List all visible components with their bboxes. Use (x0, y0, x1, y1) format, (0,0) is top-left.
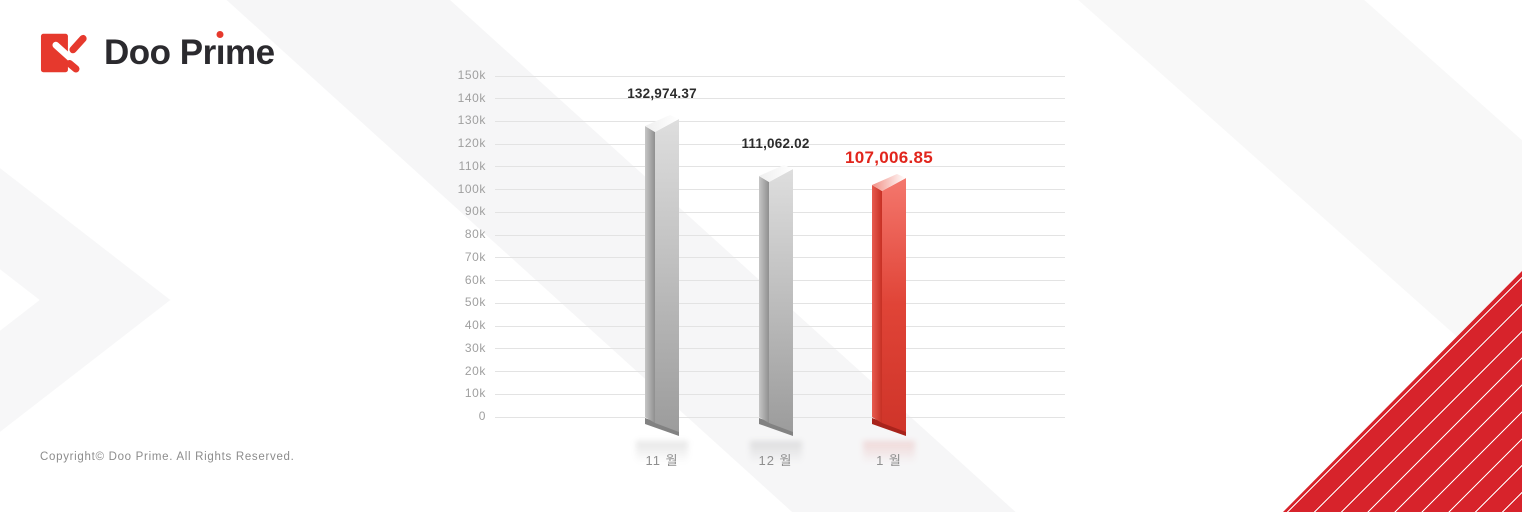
y-axis-tick-label: 50k (464, 295, 486, 310)
doo-prime-flag-arrow-icon (40, 33, 87, 73)
gridline (495, 75, 1065, 77)
y-axis-tick-label: 150k (457, 68, 486, 82)
y-axis-tick-label: 80k (464, 227, 486, 242)
x-axis-label: 1 월 (876, 453, 902, 468)
bar-value-label: 132,974.37 (627, 85, 697, 101)
x-axis-label: 12 월 (758, 453, 793, 468)
y-axis-tick-label: 90k (464, 204, 486, 219)
y-axis-tick-label: 120k (457, 136, 486, 151)
y-axis-tick-label: 130k (457, 113, 486, 128)
y-axis-tick-label: 40k (464, 318, 486, 333)
y-axis-tick-label: 70k (464, 249, 486, 264)
logo-wordmark: Doo Prı me (104, 30, 275, 76)
logo: Doo Prı me (40, 30, 275, 76)
logo-i-dot: ı (215, 31, 225, 72)
bar-value-label: 107,006.85 (844, 147, 934, 167)
gridline (495, 120, 1065, 122)
y-axis-tick-label: 20k (464, 363, 486, 378)
y-axis-tick-label: 140k (457, 90, 486, 105)
y-axis-tick-label: 0 (478, 409, 486, 423)
gridline (495, 98, 1065, 100)
y-axis-tick-label: 10k (464, 386, 486, 401)
y-axis-tick-label: 60k (464, 272, 486, 287)
bar-value-label: 111,062.02 (741, 135, 810, 151)
y-axis-tick-label: 30k (464, 340, 486, 355)
x-axis-label: 11 월 (645, 453, 679, 468)
y-axis-tick-label: 100k (457, 181, 486, 196)
y-axis-tick-label: 110k (458, 158, 486, 173)
copyright-text: Copyright© Doo Prime. All Rights Reserve… (40, 451, 295, 463)
